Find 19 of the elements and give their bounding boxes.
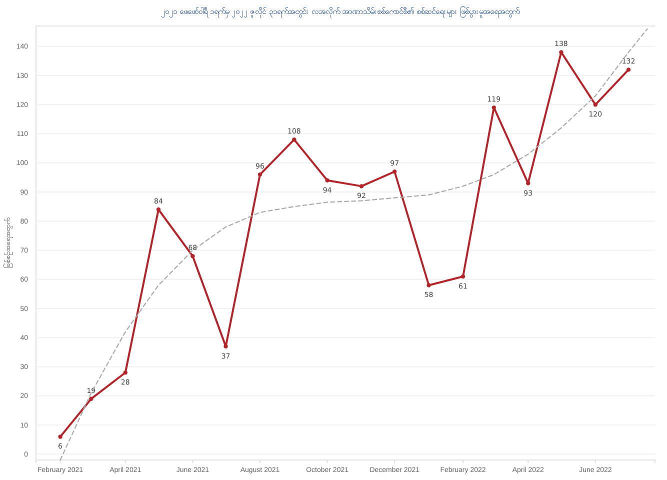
point [359, 184, 364, 188]
point [426, 283, 431, 288]
point [526, 181, 530, 186]
point [559, 50, 564, 54]
point [460, 274, 466, 279]
point [392, 170, 397, 174]
point [593, 102, 598, 107]
chart-title: ၂၀၂၁ ဖေဖော်ဝါရီ ၁ရက်မှ ၂၀၂၂ ဇူလိုင် ၃၁ရက်အတွင်း လအလိုက် အာဏာသိမ်းစစ်ကောင်စီ၏ စစ်ဆင်ရေးများ ဖြစ်ပွားမှုအရေအတွက် [161, 6, 519, 18]
point [292, 137, 296, 142]
point [325, 178, 330, 182]
point [258, 172, 262, 177]
point [626, 68, 631, 72]
point [89, 396, 94, 401]
point [492, 105, 496, 110]
point [58, 434, 62, 439]
point [190, 254, 195, 258]
point [156, 207, 161, 212]
point [123, 370, 128, 375]
point [224, 344, 228, 349]
